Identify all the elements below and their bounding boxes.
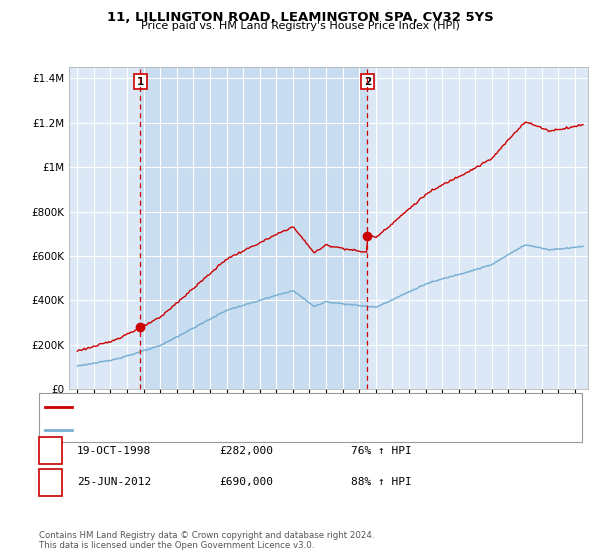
Text: 19-OCT-1998: 19-OCT-1998	[77, 446, 151, 456]
Text: £282,000: £282,000	[219, 446, 273, 456]
Text: 88% ↑ HPI: 88% ↑ HPI	[351, 477, 412, 487]
Text: 1: 1	[46, 444, 55, 458]
Text: 2: 2	[46, 475, 55, 489]
Text: 11, LILLINGTON ROAD, LEAMINGTON SPA, CV32 5YS (detached house): 11, LILLINGTON ROAD, LEAMINGTON SPA, CV3…	[76, 402, 425, 412]
Text: Contains HM Land Registry data © Crown copyright and database right 2024.
This d: Contains HM Land Registry data © Crown c…	[39, 530, 374, 550]
Text: £690,000: £690,000	[219, 477, 273, 487]
Bar	[140, 67, 367, 389]
Text: Price paid vs. HM Land Registry's House Price Index (HPI): Price paid vs. HM Land Registry's House …	[140, 21, 460, 31]
Text: 1: 1	[137, 77, 144, 87]
Text: 2: 2	[364, 77, 371, 87]
Text: HPI: Average price, detached house, Warwick: HPI: Average price, detached house, Warw…	[76, 425, 302, 435]
Text: 76% ↑ HPI: 76% ↑ HPI	[351, 446, 412, 456]
Text: 25-JUN-2012: 25-JUN-2012	[77, 477, 151, 487]
Text: 11, LILLINGTON ROAD, LEAMINGTON SPA, CV32 5YS: 11, LILLINGTON ROAD, LEAMINGTON SPA, CV3…	[107, 11, 493, 24]
